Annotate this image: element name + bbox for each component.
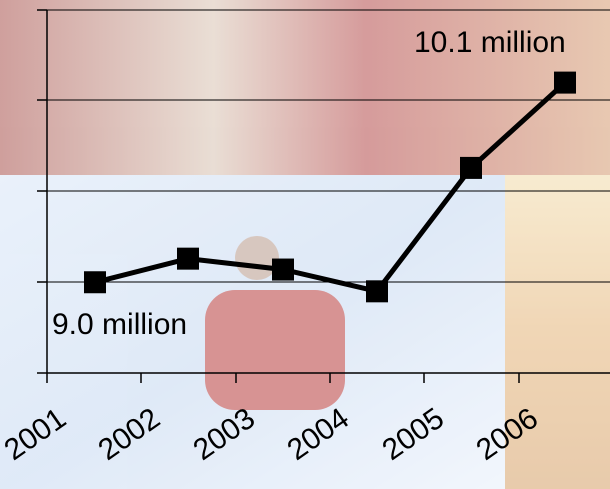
start-value-annotation: 9.0 million <box>52 308 187 341</box>
data-point-2003 <box>272 258 294 281</box>
end-value-annotation: 10.1 million <box>414 26 566 59</box>
data-markers <box>84 71 576 303</box>
data-point-2006 <box>554 71 576 94</box>
data-point-2004 <box>366 280 388 303</box>
data-point-2001 <box>84 271 106 294</box>
grid-lines <box>47 9 610 283</box>
skier-figure <box>205 290 345 410</box>
data-point-2005 <box>460 156 482 179</box>
autumn-photo <box>505 175 610 489</box>
series-line <box>94 80 567 295</box>
building-photo <box>0 0 610 175</box>
axes <box>37 9 610 383</box>
series-line-group <box>94 80 567 295</box>
data-point-2002 <box>177 247 199 270</box>
